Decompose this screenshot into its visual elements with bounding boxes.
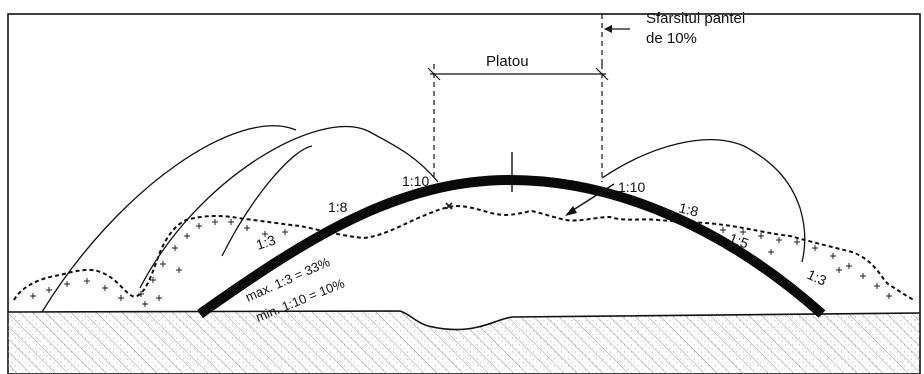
plateau-label: Platou: [486, 53, 529, 70]
plateau-guides: [427, 14, 609, 192]
left-ratio-1-8: 1:8: [328, 199, 348, 215]
plateau-tick-left: [427, 67, 441, 81]
main-ramp-arc: [197, 174, 826, 319]
terrain-pointer-arrow: [565, 183, 615, 216]
end-of-slope-label-line2: de 10%: [646, 30, 697, 47]
fill-material-crosses: [30, 202, 892, 307]
trajectory-curves: [41, 125, 806, 313]
left-ratio-1-10: 1:10: [402, 173, 429, 189]
plateau-tick-right: [595, 67, 609, 81]
end-of-slope-arrow: [604, 25, 630, 33]
natural-terrain-dotted-line: [13, 204, 915, 301]
ground-section: [7, 310, 921, 374]
right-ratio-1-10: 1:10: [618, 179, 645, 195]
left-ratio-1-3: 1:3: [254, 232, 278, 253]
ground-line: [7, 310, 921, 331]
end-of-slope-label-line1: Sfarsitul pantei: [646, 10, 745, 27]
right-ratio-1-5: 1:5: [727, 230, 751, 252]
right-ratio-1-3: 1:3: [805, 266, 829, 289]
right-ratio-1-8: 1:8: [677, 199, 700, 219]
